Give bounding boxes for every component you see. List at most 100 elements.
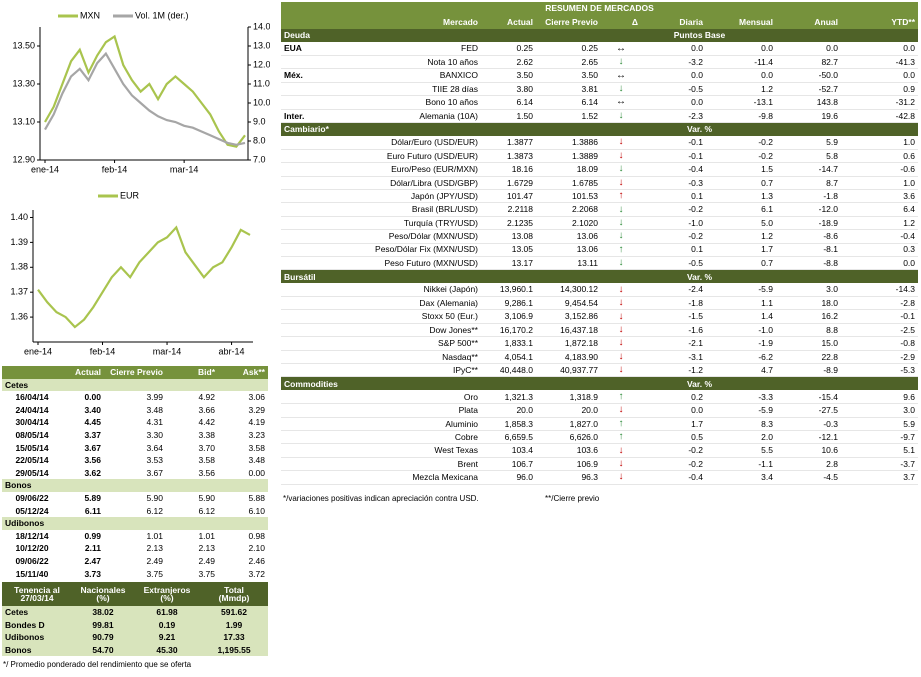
cell: 1,827.0 (569, 418, 598, 429)
header-cell: Nacionales (%) (72, 582, 134, 606)
section-title: Cambiario* (281, 122, 481, 136)
arrow: ↓ (618, 203, 624, 215)
cell: 1,858.3 (504, 418, 533, 429)
cell: -1.1 (758, 458, 773, 469)
section-title: Udibonos (2, 517, 268, 530)
cell: 96.0 (516, 472, 533, 483)
cell: -8.6 (823, 231, 838, 242)
legend-label: MXN (80, 10, 100, 20)
cell: 3.75 (198, 568, 215, 579)
cell: -1.0 (758, 324, 773, 335)
header-line: Nacionales (80, 584, 126, 595)
section-row: Udibonos (2, 517, 268, 530)
y2-tick-label: 10.0 (253, 97, 270, 107)
cell: -0.6 (900, 164, 916, 175)
header-line: Extranjeros (143, 584, 191, 595)
y-tick-label: 1.40 (10, 212, 28, 222)
cell: -0.2 (688, 231, 703, 242)
cell: 103.6 (576, 445, 598, 456)
cell: 2.49 (198, 555, 215, 566)
group-label (281, 216, 326, 229)
cell: -0.5 (688, 83, 703, 94)
y2-tick-label: 7.0 (253, 154, 266, 164)
cell: 1.3 (761, 190, 773, 201)
cell: 30/04/14 (15, 417, 49, 428)
table-title: RESUMEN DE MERCADOS (281, 2, 919, 16)
data-row: Peso/Dólar (MXN/USD) 13.08 13.06 ↓ -0.2 1.2 -8… (281, 230, 919, 244)
cell: -4.5 (823, 472, 838, 483)
cell: BANXICO (439, 70, 478, 81)
cell: -6.2 (758, 351, 773, 362)
cell: 6.1 (761, 204, 773, 215)
group-label (281, 444, 326, 457)
legend-label: Vol. 1M (der.) (135, 10, 189, 20)
cell: Cetes (2, 606, 72, 619)
header-cell: Actual (62, 366, 104, 379)
arrow: ↓ (618, 83, 624, 95)
cell: 0.0 (903, 43, 916, 54)
cell: 3.7 (903, 472, 916, 483)
group-label (281, 96, 326, 109)
cell: 09/06/22 (15, 555, 49, 566)
cell: S&P 500** (437, 338, 478, 349)
cell: Alemania (10A) (419, 110, 478, 121)
cell: 103.4 (511, 445, 533, 456)
cell: 1.50 (516, 110, 533, 121)
cell: -0.2 (688, 445, 703, 456)
cell: 1,195.55 (200, 643, 268, 656)
cell: 3.67 (84, 442, 101, 453)
section-row: Bonos (2, 479, 268, 492)
cell: -13.1 (753, 97, 773, 108)
data-row: IPyC** 40,448.0 40,937.77 ↓ -1.2 4.7 -8.9 -5.3 (281, 364, 919, 377)
cell: 6.10 (248, 505, 265, 516)
group-label: Méx. (284, 70, 303, 81)
cell: 1.7 (691, 418, 703, 429)
y2-tick-label: 13.0 (253, 40, 270, 50)
cell: 3.81 (581, 83, 598, 94)
cell: 0.0 (761, 43, 773, 54)
cell: 18/12/14 (15, 530, 49, 541)
cell: 0.0 (903, 257, 916, 268)
cell: 6.14 (516, 97, 533, 108)
arrow: ↓ (618, 457, 624, 469)
cell: 1.2 (761, 231, 773, 242)
arrow: ↓ (618, 230, 624, 242)
group-label (281, 136, 326, 149)
cell: 3.75 (146, 568, 163, 579)
cell: -0.1 (900, 311, 916, 322)
cell: -8.1 (823, 244, 838, 255)
group-label (281, 364, 326, 377)
cell: 3.6 (903, 190, 916, 201)
cell: 101.47 (507, 190, 533, 201)
group-label: EUA (284, 43, 302, 54)
cell: 143.8 (816, 97, 838, 108)
cell: 22.8 (821, 351, 838, 362)
cell (2, 366, 62, 379)
cell: 0.00 (248, 467, 265, 478)
cell: 15.0 (821, 338, 838, 349)
cell: 6.14 (581, 97, 598, 108)
cell: -9.8 (758, 110, 773, 121)
cell: 16.2 (821, 311, 838, 322)
cell: -3.1 (688, 351, 703, 362)
section-row: Deuda Puntos Base (281, 28, 919, 43)
y2-tick-label: 8.0 (253, 135, 266, 145)
cell: 6,659.5 (504, 431, 533, 442)
cell: 2.0 (761, 431, 773, 442)
cell: 17.33 (200, 631, 268, 644)
cell: 5.5 (761, 445, 773, 456)
group-label (281, 189, 326, 202)
cell: 5.88 (248, 492, 265, 503)
cell: -12.0 (818, 204, 838, 215)
cell: Turquía (TRY/USD) (403, 217, 478, 228)
data-row: Euro Futuro (USD/EUR) 1.3873 1.3889 ↓ -0.1 -0… (281, 149, 919, 163)
cell: 3.70 (198, 442, 215, 453)
cell: 0.0 (761, 70, 773, 81)
cell: -3.7 (900, 458, 916, 469)
header-cell: Bid* (166, 366, 218, 379)
cell: -0.4 (900, 231, 916, 242)
arrow: ↓ (618, 257, 624, 269)
header-row: Tenencia al 27/03/14 Nacionales (%) Extranje… (2, 582, 268, 606)
arrow: ↓ (618, 56, 624, 68)
header-cell: Diaria (641, 15, 706, 29)
